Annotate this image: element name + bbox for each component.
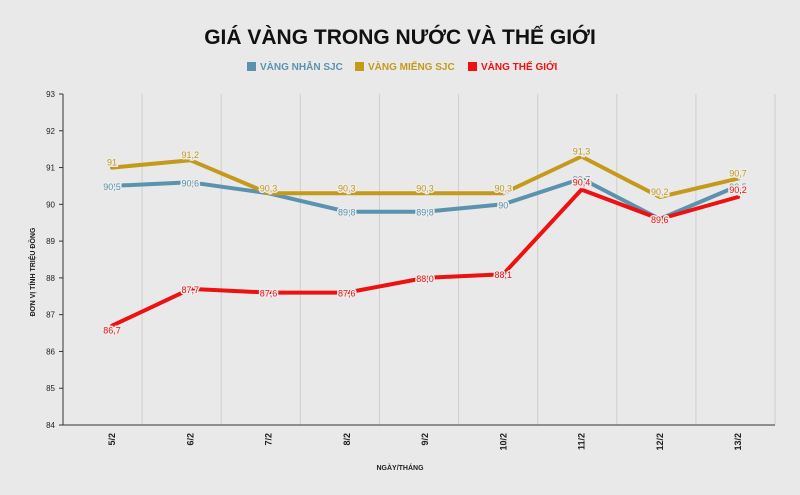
x-tick-label: 9/2	[420, 433, 430, 446]
data-label: 90,5	[103, 182, 121, 192]
x-tick-label: 12/2	[655, 433, 665, 451]
data-label: 89,8	[416, 208, 434, 218]
series-line-1	[110, 176, 740, 221]
x-axis-label: NGÀY/THÁNG	[376, 463, 424, 472]
legend-swatch-3	[468, 62, 477, 71]
y-tick-label: 85	[46, 384, 55, 393]
gridlines	[62, 94, 776, 425]
data-labels: 90,5 90,6 89,8 89,8 90 90,7 90,5 91 91,2 90,3 90,3…	[102, 145, 749, 337]
data-label: 87,7	[181, 285, 199, 295]
x-tick-label: 7/2	[264, 433, 274, 446]
y-axis-label: ĐƠN VỊ TÍNH TRIỆU ĐỒNG	[27, 227, 37, 316]
x-tick-label: 10/2	[498, 433, 508, 451]
data-label: 88,1	[494, 270, 512, 280]
legend-label-1: VÀNG NHẪN SJC	[260, 60, 343, 73]
legend-swatch-1	[247, 62, 256, 71]
y-tick-label: 90	[46, 200, 55, 209]
series-lines	[110, 154, 740, 328]
legend-swatch-2	[355, 62, 364, 71]
data-label: 87,6	[338, 289, 356, 299]
x-tick-label: 5/2	[107, 433, 117, 446]
data-label: 86,7	[103, 326, 121, 336]
data-label: 90,2	[729, 185, 747, 195]
axes: 84 85 86 87 88 89 90 91 92 93 5/2 6/2 7/2 8/2 9/2 10/2 1…	[46, 90, 775, 451]
y-tick-label: 84	[46, 421, 55, 430]
x-tick-label: 6/2	[185, 433, 195, 446]
y-tick-label: 87	[46, 311, 55, 320]
legend-label-2: VÀNG MIẾNG SJC	[368, 60, 455, 73]
data-label: 90,3	[260, 183, 278, 193]
data-label: 90,3	[494, 183, 512, 193]
data-label: 87,6	[260, 289, 278, 299]
data-label: 90,5	[729, 182, 747, 192]
y-tick-label: 92	[46, 127, 55, 136]
x-tick-label: 13/2	[733, 433, 743, 451]
data-label: 90,6	[181, 178, 199, 188]
data-label: 90,7	[573, 175, 591, 185]
y-tick-label: 86	[46, 347, 55, 356]
y-tick-label: 89	[46, 237, 55, 246]
data-label: 90,3	[338, 183, 356, 193]
data-label: 90,3	[416, 183, 434, 193]
series-line-2	[110, 154, 740, 199]
data-label: 91,2	[181, 150, 199, 160]
data-label: 91,3	[573, 147, 591, 157]
x-tick-label: 11/2	[577, 433, 587, 450]
data-label: 90,2	[651, 187, 669, 197]
legend: VÀNG NHẪN SJC VÀNG MIẾNG SJC VÀNG THẾ GIỚI	[247, 60, 558, 73]
series-line-3	[110, 187, 740, 328]
data-label: 90,7	[729, 169, 747, 179]
data-label: 91	[107, 158, 117, 168]
data-label: 90,4	[573, 178, 591, 188]
data-label: 89,6	[651, 215, 669, 225]
data-label: 88,0	[416, 274, 434, 284]
data-label: 89,8	[338, 208, 356, 218]
legend-label-3: VÀNG THẾ GIỚI	[481, 60, 558, 73]
chart-title: GIÁ VÀNG TRONG NƯỚC VÀ THẾ GIỚI	[204, 25, 596, 49]
y-tick-label: 88	[46, 274, 55, 283]
x-tick-label: 8/2	[342, 433, 352, 446]
y-tick-label: 91	[46, 164, 55, 173]
y-tick-label: 93	[46, 90, 55, 99]
data-label: 90	[498, 200, 508, 210]
